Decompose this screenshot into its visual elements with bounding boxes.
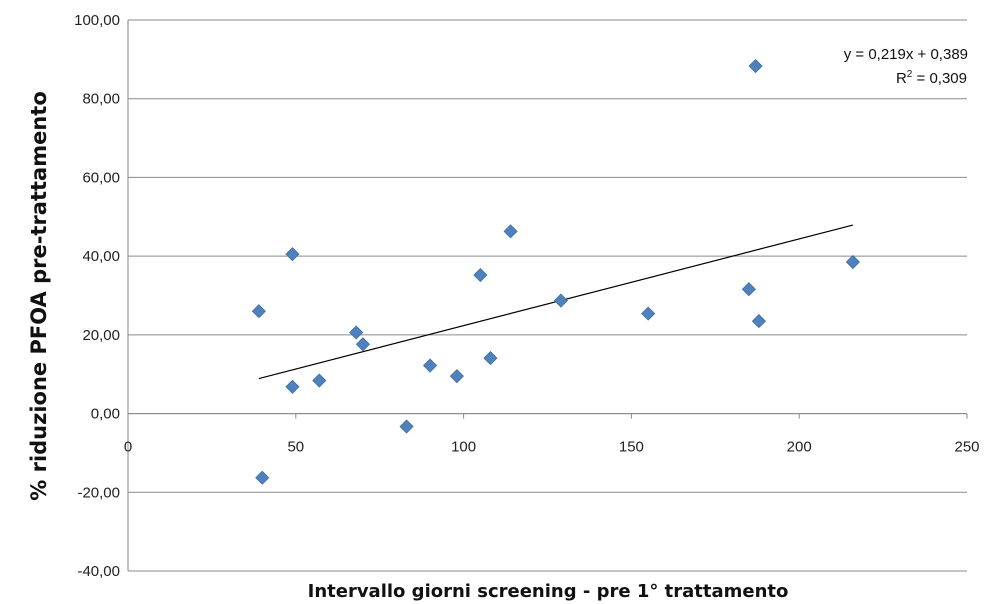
- data-point: [741, 282, 756, 297]
- y-tick-label: 20,00: [82, 327, 120, 344]
- y-tick-label: 100,00: [74, 12, 120, 29]
- data-point: [641, 306, 656, 321]
- data-point: [312, 373, 327, 388]
- data-point: [503, 224, 518, 239]
- data-point: [349, 325, 364, 340]
- y-tick-label: 80,00: [82, 91, 120, 108]
- data-point: [285, 379, 300, 394]
- y-axis-title: % riduzione PFOA pre-trattamento: [27, 91, 51, 501]
- data-point: [553, 293, 568, 308]
- data-point: [751, 314, 766, 329]
- data-point: [483, 351, 498, 366]
- data-point: [399, 419, 414, 434]
- y-tick-label: -20,00: [77, 484, 120, 501]
- data-point: [748, 58, 763, 74]
- x-tick-label: 50: [287, 439, 304, 456]
- data-point: [251, 304, 266, 319]
- data-points: [251, 58, 860, 485]
- data-point: [422, 358, 438, 373]
- data-point: [285, 247, 300, 262]
- y-tick-label: 40,00: [82, 248, 120, 265]
- x-tick-label: 150: [619, 439, 644, 456]
- x-tick-label: 250: [954, 439, 979, 456]
- y-tick-labels: 100,00 80,00 60,00 40,00 20,00 0,00 -20,00 -40,…: [74, 12, 120, 580]
- x-tick-label: 0: [124, 439, 132, 456]
- data-point: [845, 254, 860, 270]
- data-point: [449, 369, 464, 384]
- data-point: [473, 267, 488, 283]
- axes: [127, 20, 968, 571]
- trendline-equation: y = 0,219x + 0,389: [844, 46, 968, 63]
- data-point: [355, 337, 370, 352]
- y-tick-label: 0,00: [91, 406, 120, 423]
- y-tick-label: 60,00: [82, 169, 120, 186]
- data-point: [255, 470, 270, 485]
- x-tick-label: 100: [451, 439, 476, 456]
- x-tick-label: 200: [787, 439, 812, 456]
- y-tick-label: -40,00: [77, 563, 120, 580]
- trendline-r-squared: R2 = 0,309: [896, 69, 967, 87]
- gridlines: [128, 19, 967, 572]
- x-tick-labels: 0 50 100 150 200 250: [124, 439, 980, 456]
- x-axis-title: Intervallo giorni screening - pre 1° tra…: [308, 581, 789, 602]
